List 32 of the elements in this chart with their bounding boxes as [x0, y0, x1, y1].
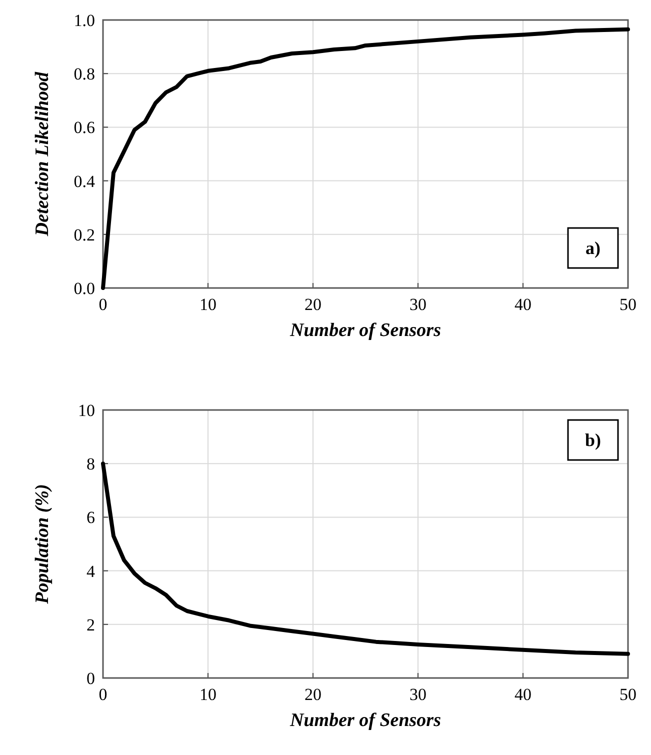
y-tick-label: 0.0	[74, 279, 95, 298]
y-tick-label: 8	[86, 454, 95, 474]
x-tick-label: 20	[304, 685, 322, 704]
x-axis-title: Number of Sensors	[289, 710, 441, 731]
x-tick-label: 10	[200, 685, 216, 704]
y-tick-label: 0.8	[74, 64, 95, 84]
x-tick-label: 50	[620, 295, 636, 314]
y-tick-label: 0.4	[74, 172, 96, 191]
y-tick-label: 6	[86, 508, 95, 528]
y-tick-label: 4	[86, 562, 96, 581]
y-tick-label: 10	[78, 401, 95, 420]
y-tick-label: 2	[86, 615, 95, 634]
x-tick-label: 0	[98, 295, 108, 314]
y-axis-title: Detection Likelihood	[32, 71, 53, 238]
x-tick-label: 40	[514, 295, 532, 314]
y-tick-label: 0	[86, 669, 95, 688]
y-axis-title: Population (%)	[32, 484, 53, 605]
x-tick-label: 30	[410, 295, 426, 314]
x-tick-label: 30	[410, 685, 426, 704]
y-tick-label: 1.0	[74, 11, 95, 30]
x-tick-label: 50	[620, 685, 636, 704]
annotation: b)	[584, 430, 602, 450]
y-tick-label: 0.2	[74, 225, 95, 244]
x-tick-label: 20	[304, 295, 322, 314]
x-tick-label: 40	[514, 685, 532, 704]
x-axis-title: Number of Sensors	[289, 320, 441, 341]
line-series	[101, 27, 630, 290]
annotation: a)	[586, 238, 600, 258]
line-series	[101, 462, 630, 656]
x-tick-label: 0	[98, 685, 108, 704]
y-tick-label: 0.6	[74, 118, 95, 138]
x-tick-label: 10	[200, 295, 216, 314]
